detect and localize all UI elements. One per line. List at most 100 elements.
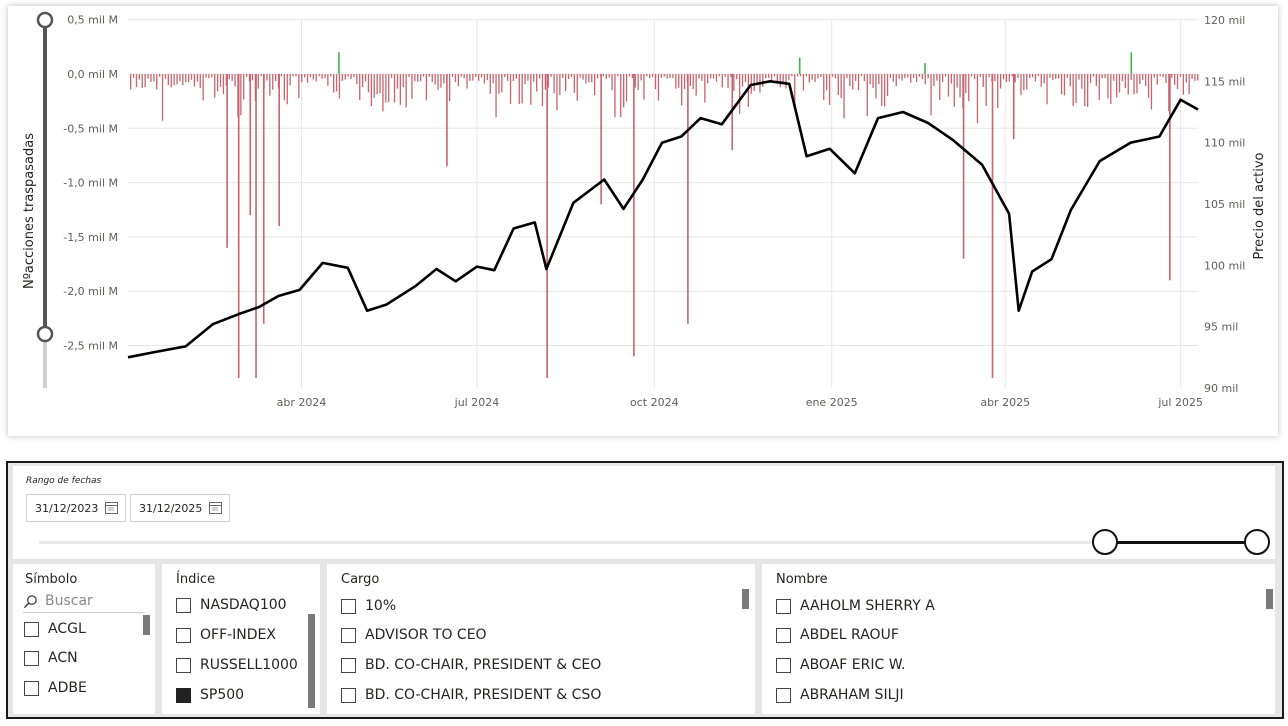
volume-bar (214, 74, 216, 98)
date-slider-track[interactable] (39, 541, 1104, 544)
name-item-label: ABDEL RAOUF (800, 627, 899, 643)
index-scrollbar[interactable] (308, 614, 315, 708)
checkbox[interactable] (24, 680, 39, 696)
volume-bar (1191, 74, 1193, 79)
name-scrollbar[interactable] (1266, 589, 1273, 609)
symbol-item[interactable]: ACGL (24, 618, 86, 640)
volume-bar (710, 74, 712, 79)
volume-bar (600, 74, 602, 205)
checkbox[interactable] (776, 687, 791, 703)
date-slider-start-handle[interactable] (1092, 529, 1118, 555)
name-item[interactable]: AAHOLM SHERRY A (776, 595, 935, 617)
calendar-icon[interactable] (209, 502, 223, 514)
volume-bar (802, 74, 805, 91)
volume-bar (243, 74, 245, 100)
checkbox[interactable] (341, 598, 356, 614)
name-item[interactable]: ABOAF ERIC W. (776, 654, 905, 676)
volume-bar (875, 74, 877, 99)
cargo-scrollbar[interactable] (742, 589, 749, 609)
checkbox-checked[interactable] (176, 687, 191, 703)
volume-bar (550, 74, 552, 77)
vertical-zoom-slider[interactable] (36, 11, 54, 388)
volume-bar (283, 74, 285, 101)
volume-bar (770, 74, 773, 83)
volume-bar (1133, 74, 1135, 95)
volume-bar (788, 74, 790, 81)
index-item[interactable]: SP500 (176, 684, 244, 706)
checkbox[interactable] (341, 657, 356, 673)
volume-bar (226, 74, 228, 248)
volume-bar (1145, 74, 1147, 86)
volume-bar (185, 74, 187, 82)
checkbox[interactable] (176, 597, 191, 613)
index-item[interactable]: RUSSELL1000 (176, 654, 298, 676)
cargo-item[interactable]: ADVISOR TO CEO (341, 624, 487, 646)
volume-bar (275, 74, 277, 82)
volume-bar (1087, 74, 1089, 107)
index-item[interactable]: NASDAQ100 (176, 594, 287, 616)
volume-bar (913, 74, 915, 78)
zoom-handle-bottom[interactable] (36, 325, 54, 343)
volume-bar (301, 74, 303, 83)
checkbox[interactable] (24, 621, 39, 637)
end-date-input[interactable]: 31/12/2025 (130, 494, 230, 522)
volume-bar (480, 74, 483, 78)
volume-bar (359, 74, 361, 101)
name-item[interactable]: ABDEL RAOUF (776, 624, 899, 646)
symbol-scrollbar[interactable] (143, 615, 150, 635)
cargo-item[interactable]: 10% (341, 595, 396, 617)
volume-bar (1098, 74, 1100, 101)
volume-bar (338, 74, 341, 99)
cargo-item[interactable]: BD. CO-CHAIR, PRESIDENT & CEO (341, 654, 601, 676)
volume-bar (385, 74, 387, 103)
right-axis-title: Precio del activo (1252, 152, 1267, 259)
x-tick-label: oct 2024 (630, 396, 679, 409)
volume-bar (637, 74, 639, 91)
volume-bar (585, 74, 587, 84)
checkbox[interactable] (176, 657, 191, 673)
date-slider-range[interactable] (1105, 541, 1255, 544)
volume-bar (826, 74, 828, 91)
symbol-item[interactable]: ACN (24, 647, 78, 669)
checkbox[interactable] (776, 627, 791, 643)
volume-bar (1197, 74, 1199, 81)
chart-canvas: 0,5 mil M 0,0 mil M -0,5 mil M -1,0 mil M -1… (22, 11, 1267, 409)
volume-bar (196, 74, 198, 82)
volume-bar (135, 74, 138, 88)
volume-bar (1078, 74, 1080, 80)
checkbox[interactable] (776, 657, 791, 673)
name-item[interactable]: ABRAHAM SILJI (776, 684, 904, 706)
zoom-handle-top[interactable] (36, 11, 54, 29)
volume-bar (689, 74, 691, 86)
date-slider-end-handle[interactable] (1244, 529, 1270, 555)
symbol-search-input[interactable]: Buscar (23, 590, 145, 613)
volume-bar (266, 74, 268, 81)
volume-bar (855, 74, 857, 81)
volume-bar (739, 74, 741, 114)
volume-bar (811, 74, 813, 80)
volume-bar (837, 74, 839, 95)
volume-bar (350, 74, 352, 79)
volume-bar (727, 74, 729, 89)
volume-bar (463, 74, 465, 79)
symbol-item[interactable]: ADBE (24, 677, 87, 699)
search-placeholder: Buscar (45, 593, 93, 609)
volume-bar (631, 74, 633, 79)
volume-bar (150, 74, 152, 82)
index-item[interactable]: OFF-INDEX (176, 624, 276, 646)
checkbox[interactable] (776, 598, 791, 614)
checkbox[interactable] (24, 650, 39, 666)
volume-bar (446, 74, 448, 167)
volume-bar (309, 74, 312, 78)
calendar-icon[interactable] (105, 502, 119, 514)
cargo-item[interactable]: BD. CO-CHAIR, PRESIDENT & CSO (341, 684, 601, 706)
insider-chart: 0,5 mil M 0,0 mil M -0,5 mil M -1,0 mil M -1… (8, 6, 1278, 436)
checkbox[interactable] (341, 687, 356, 703)
checkbox[interactable] (341, 627, 356, 643)
checkbox[interactable] (176, 627, 191, 643)
volume-bar (536, 74, 538, 92)
volume-bar (478, 74, 480, 81)
start-date-input[interactable]: 31/12/2023 (26, 494, 126, 522)
volume-bar (1121, 74, 1124, 82)
volume-bar (611, 74, 613, 91)
